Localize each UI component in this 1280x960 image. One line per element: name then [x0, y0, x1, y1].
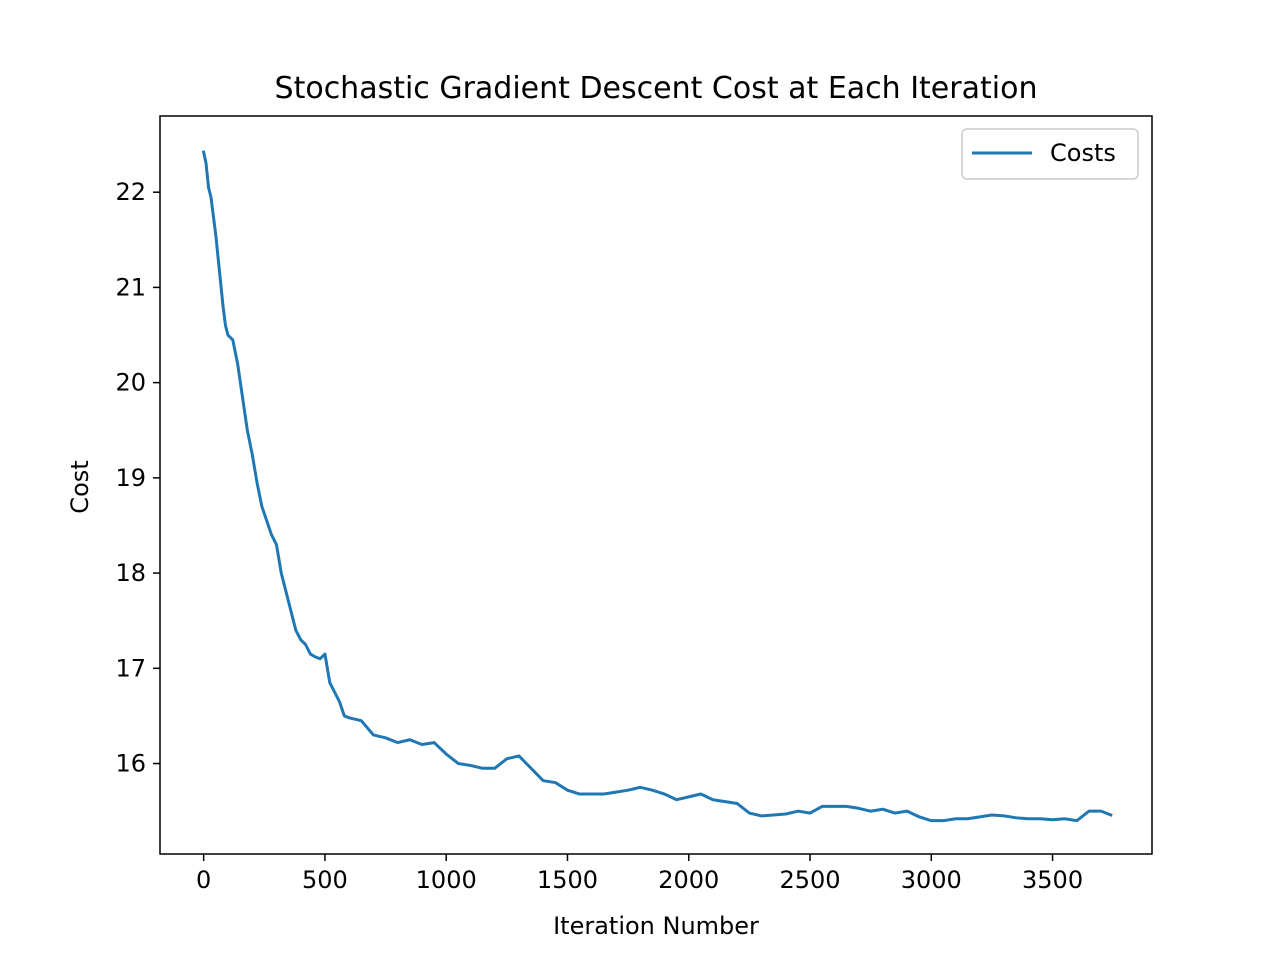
y-tick-label: 19: [115, 464, 146, 492]
y-tick-label: 16: [115, 750, 146, 778]
y-tick-label: 20: [115, 369, 146, 397]
y-tick-label: 17: [115, 654, 146, 682]
x-tick-label: 500: [302, 866, 348, 894]
x-tick-label: 3500: [1022, 866, 1083, 894]
x-tick-label: 0: [196, 866, 211, 894]
x-tick-label: 2000: [658, 866, 719, 894]
legend-box: [961, 128, 1139, 180]
chart-title: Stochastic Gradient Descent Cost at Each…: [275, 71, 1038, 106]
series-line-costs: [201, 150, 1113, 823]
x-axis-ticks: 0 500 1000 1500 2000 2500 3000 3500: [196, 854, 1083, 894]
x-tick-label: 1500: [537, 866, 598, 894]
legend: Costs: [961, 128, 1139, 180]
x-tick-label: 2500: [779, 866, 840, 894]
x-tick-label: 3000: [901, 866, 962, 894]
x-axis-label: Iteration Number: [553, 912, 759, 940]
plot-frame: [159, 115, 1153, 855]
legend-label-costs: Costs: [1050, 139, 1116, 167]
plot-area-series: [201, 150, 1113, 823]
y-axis-label: Cost: [66, 460, 94, 513]
x-tick-label: 1000: [416, 866, 477, 894]
y-tick-label: 22: [115, 178, 146, 206]
y-tick-label: 18: [115, 559, 146, 587]
y-axis-ticks: 16 17 18 19 20 21 22: [115, 178, 160, 778]
y-tick-label: 21: [115, 273, 146, 301]
